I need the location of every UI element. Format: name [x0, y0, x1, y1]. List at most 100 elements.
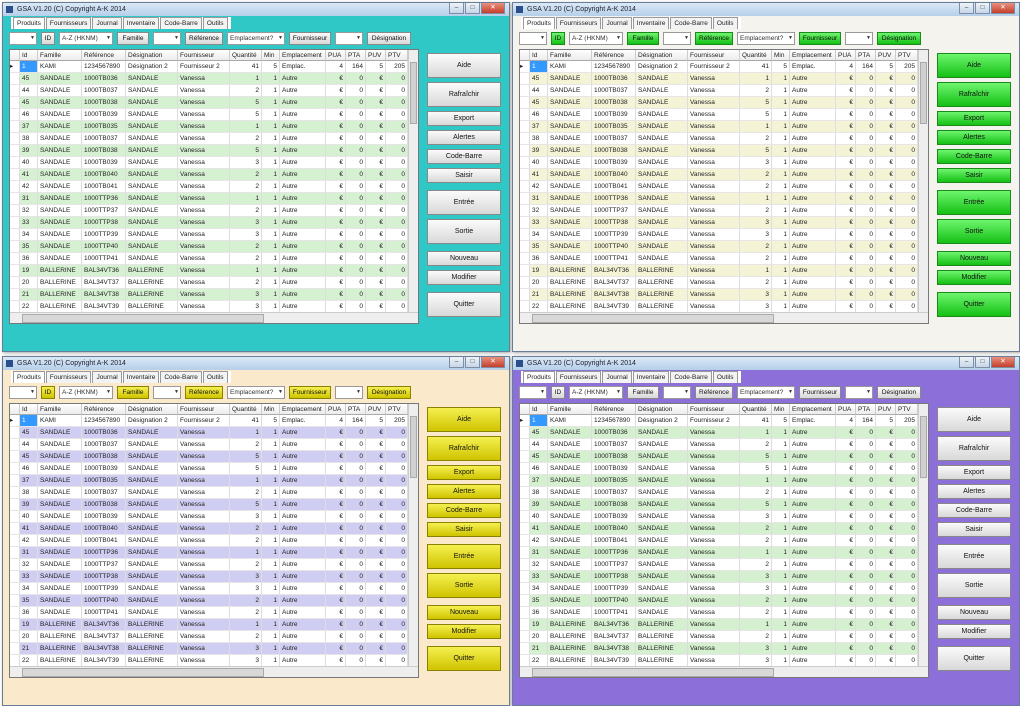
cell-fournisseur[interactable]: Vanessa [688, 169, 740, 181]
cell-id[interactable]: 32 [20, 205, 38, 217]
cell-pta[interactable]: 0 [856, 631, 876, 643]
cell-pua[interactable]: 4 [326, 415, 346, 427]
tab-code-barre[interactable]: Code-Barre [160, 371, 202, 383]
cell-puv[interactable]: € [366, 559, 386, 571]
cell-quantité[interactable]: 3 [230, 289, 262, 301]
row-header[interactable] [10, 571, 20, 583]
column-header[interactable]: Famille [38, 50, 82, 61]
cell-référence[interactable]: 1000TTP39 [592, 229, 636, 241]
cell-id[interactable]: 45 [20, 73, 38, 85]
cell-emplacement[interactable]: Autre [790, 475, 836, 487]
cell-min[interactable]: 1 [772, 475, 790, 487]
cell-famille[interactable]: BALLERINE [548, 265, 592, 277]
cell-pua[interactable]: € [326, 463, 346, 475]
cell-puv[interactable]: € [876, 217, 896, 229]
table-row[interactable]: 41 SANDALE 1000TB040 SANDALE Vanessa 2 1 Autre €… [10, 169, 408, 181]
cell-quantité[interactable]: 41 [230, 415, 262, 427]
cell-min[interactable]: 1 [262, 547, 280, 559]
cell-famille[interactable]: SANDALE [38, 523, 82, 535]
scroll-thumb[interactable] [410, 416, 417, 478]
row-header[interactable] [10, 535, 20, 547]
cell-désignation[interactable]: BALLERINE [636, 289, 688, 301]
cell-quantité[interactable]: 1 [230, 193, 262, 205]
cell-fournisseur[interactable]: Vanessa [688, 451, 740, 463]
cell-référence[interactable]: 1000TB038 [592, 97, 636, 109]
cell-quantité[interactable]: 2 [230, 181, 262, 193]
cell-puv[interactable]: € [366, 277, 386, 289]
cell-désignation[interactable]: SANDALE [126, 241, 178, 253]
cell-emplacement[interactable]: Autre [280, 253, 326, 265]
cell-puv[interactable]: € [876, 583, 896, 595]
cell-quantité[interactable]: 2 [230, 85, 262, 97]
cell-min[interactable]: 1 [772, 523, 790, 535]
cell-emplacement[interactable]: Autre [790, 583, 836, 595]
row-header[interactable] [10, 73, 20, 85]
cell-référence[interactable]: 1000TTP38 [82, 571, 126, 583]
cell-référence[interactable]: 1000TB040 [592, 523, 636, 535]
cell-pua[interactable]: € [326, 181, 346, 193]
row-header[interactable] [520, 109, 530, 121]
table-row[interactable]: 34 SANDALE 1000TTP39 SANDALE Vanessa 3 1 Autre €… [10, 583, 408, 595]
cell-min[interactable]: 5 [772, 61, 790, 73]
cell-id[interactable]: 46 [530, 109, 548, 121]
cell-ptv[interactable]: 0 [896, 631, 918, 643]
cell-fournisseur[interactable]: Vanessa [688, 643, 740, 655]
cell-emplacement[interactable]: Autre [280, 631, 326, 643]
cell-puv[interactable]: € [876, 427, 896, 439]
cell-id[interactable]: 21 [20, 643, 38, 655]
cell-min[interactable]: 1 [262, 523, 280, 535]
cell-emplacement[interactable]: Autre [280, 547, 326, 559]
cell-fournisseur[interactable]: Vanessa [688, 595, 740, 607]
cell-fournisseur[interactable]: Fournisseur 2 [688, 61, 740, 73]
sortie-button[interactable]: Sortie [427, 573, 501, 598]
cell-min[interactable]: 1 [262, 73, 280, 85]
cell-id[interactable]: 21 [530, 643, 548, 655]
row-header[interactable] [520, 169, 530, 181]
cell-id[interactable]: 40 [530, 511, 548, 523]
table-row[interactable]: 46 SANDALE 1000TB039 SANDALE Vanessa 5 1 Autre €… [10, 463, 408, 475]
cell-référence[interactable]: 1000TB037 [82, 439, 126, 451]
cell-fournisseur[interactable]: Vanessa [688, 205, 740, 217]
table-row[interactable]: 45 SANDALE 1000TB038 SANDALE Vanessa 5 1 Autre €… [10, 97, 408, 109]
cell-désignation[interactable]: SANDALE [636, 217, 688, 229]
cell-référence[interactable]: 1000TTP40 [592, 241, 636, 253]
cell-référence[interactable]: 1000TB037 [592, 133, 636, 145]
famille-button[interactable]: Famille [627, 32, 659, 45]
cell-puv[interactable]: € [876, 451, 896, 463]
cell-pua[interactable]: € [836, 631, 856, 643]
scroll-thumb[interactable] [920, 62, 927, 124]
cell-min[interactable]: 1 [772, 499, 790, 511]
table-row[interactable]: 39 SANDALE 1000TB038 SANDALE Vanessa 5 1 Autre €… [10, 499, 408, 511]
cell-fournisseur[interactable]: Vanessa [178, 547, 230, 559]
cell-famille[interactable]: SANDALE [548, 595, 592, 607]
tab-fournisseurs[interactable]: Fournisseurs [555, 371, 602, 383]
cell-désignation[interactable]: SANDALE [126, 205, 178, 217]
cell-quantité[interactable]: 2 [230, 439, 262, 451]
cell-quantité[interactable]: 1 [230, 475, 262, 487]
cell-désignation[interactable]: SANDALE [126, 73, 178, 85]
cell-désignation[interactable]: SANDALE [126, 229, 178, 241]
maximize-button[interactable]: □ [975, 357, 990, 368]
cell-puv[interactable]: € [876, 289, 896, 301]
row-header[interactable]: ▸ [520, 61, 530, 73]
cell-puv[interactable]: € [876, 499, 896, 511]
cell-puv[interactable]: € [876, 277, 896, 289]
cell-pta[interactable]: 0 [856, 571, 876, 583]
cell-ptv[interactable]: 0 [386, 73, 408, 85]
cell-référence[interactable]: 1000TB036 [592, 427, 636, 439]
cell-emplacement[interactable]: Autre [280, 475, 326, 487]
scroll-thumb[interactable] [22, 668, 264, 677]
cell-référence[interactable]: 1000TB037 [592, 487, 636, 499]
cell-emplacement[interactable]: Autre [280, 463, 326, 475]
cell-min[interactable]: 1 [262, 463, 280, 475]
cell-min[interactable]: 1 [262, 583, 280, 595]
cell-quantité[interactable]: 2 [740, 85, 772, 97]
table-row[interactable]: 36 SANDALE 1000TTP41 SANDALE Vanessa 2 1 Autre €… [10, 607, 408, 619]
cell-pua[interactable]: € [326, 427, 346, 439]
cell-id[interactable]: 19 [530, 265, 548, 277]
row-header[interactable] [10, 487, 20, 499]
cell-min[interactable]: 1 [262, 133, 280, 145]
export-button[interactable]: Export [427, 111, 501, 126]
cell-désignation[interactable]: SANDALE [636, 205, 688, 217]
row-header[interactable] [10, 439, 20, 451]
